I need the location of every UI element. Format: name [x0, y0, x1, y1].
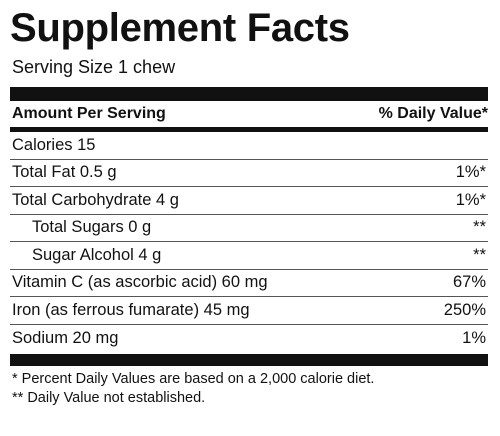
amount-per-serving-header: Amount Per Serving — [12, 105, 166, 122]
nutrient-label: Iron (as ferrous fumarate) 45 mg — [12, 300, 250, 319]
thick-divider-top — [10, 87, 488, 101]
nutrient-label: Total Carbohydrate 4 g — [12, 190, 179, 209]
nutrient-row-iron: Iron (as ferrous fumarate) 45 mg 250% — [10, 297, 488, 325]
footnote-percent-daily-values: * Percent Daily Values are based on a 2,… — [12, 371, 375, 387]
nutrient-label: Total Fat 0.5 g — [12, 163, 117, 182]
nutrient-label: Vitamin C (as ascorbic acid) 60 mg — [12, 273, 268, 292]
nutrient-label: Sodium 20 mg — [12, 328, 119, 347]
medium-divider — [10, 127, 488, 132]
nutrient-daily-value: 250% — [443, 300, 486, 319]
nutrient-daily-value: ** — [473, 245, 486, 264]
nutrient-label: Calories 15 — [12, 135, 96, 154]
nutrient-label: Sugar Alcohol 4 g — [32, 245, 162, 264]
footnote-daily-value-not-established: ** Daily Value not established. — [12, 390, 206, 406]
nutrient-daily-value: ** — [473, 218, 486, 237]
supplement-facts-panel: Supplement Facts Serving Size 1 chew Amo… — [0, 6, 500, 436]
nutrient-row-total-sugars: Total Sugars 0 g ** — [10, 215, 488, 242]
daily-value-header: % Daily Value* — [378, 105, 488, 122]
serving-size: Serving Size 1 chew — [12, 57, 176, 77]
nutrient-row-sodium: Sodium 20 mg 1% — [10, 325, 488, 353]
nutrient-daily-value: 67% — [452, 273, 486, 292]
nutrient-row-total-fat: Total Fat 0.5 g 1%* — [10, 160, 488, 187]
nutrient-row-sugar-alcohol: Sugar Alcohol 4 g ** — [10, 242, 488, 270]
nutrient-daily-value: 1% — [462, 328, 486, 347]
nutrient-daily-value: 1%* — [455, 163, 486, 182]
nutrient-row-calories: Calories 15 — [10, 132, 488, 160]
panel-title: Supplement Facts — [10, 6, 350, 50]
footnotes: * Percent Daily Values are based on a 2,… — [12, 370, 488, 408]
nutrient-row-vitamin-c: Vitamin C (as ascorbic acid) 60 mg 67% — [10, 270, 488, 297]
nutrient-row-total-carbohydrate: Total Carbohydrate 4 g 1%* — [10, 187, 488, 215]
column-header-row: Amount Per Serving % Daily Value* — [10, 101, 488, 127]
nutrient-label: Total Sugars 0 g — [32, 218, 152, 237]
nutrient-daily-value: 1%* — [455, 190, 486, 209]
thick-divider-bottom — [10, 354, 488, 366]
